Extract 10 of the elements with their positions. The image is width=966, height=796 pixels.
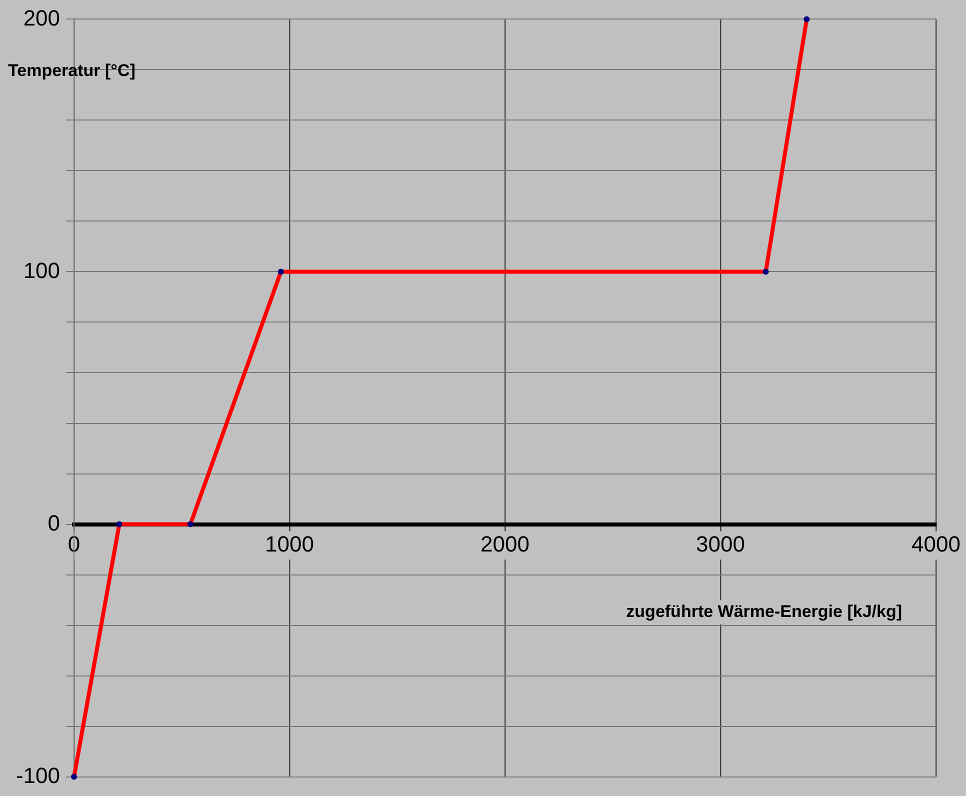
y-tick-label: 100: [23, 258, 60, 283]
x-tick-label: 4000: [912, 532, 960, 557]
x-tick-label: 3000: [696, 532, 745, 557]
x-tick-label: 2000: [480, 532, 530, 557]
x-tick-label: 1000: [265, 532, 314, 557]
y-tick-label: -100: [16, 762, 60, 788]
y-tick-label: 200: [23, 5, 60, 30]
y-tick-label: 0: [48, 510, 60, 536]
x-axis-title: zugeführte Wärme-Energie [kJ/kg]: [626, 602, 902, 621]
y-axis-title: Temperatur [°C]: [8, 60, 136, 80]
